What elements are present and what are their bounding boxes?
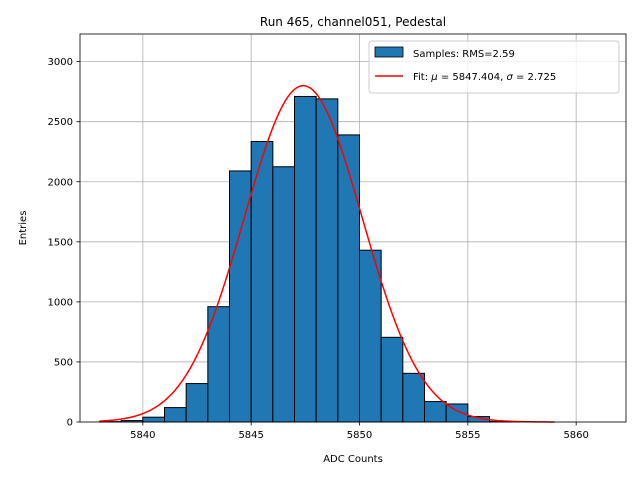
legend-fit-sigma-value: = 2.725 — [513, 72, 556, 83]
histogram-bar — [229, 170, 252, 423]
gaussian-fit-curve — [99, 84, 555, 423]
histogram-bar — [337, 134, 361, 423]
x-tick-label: 5860 — [563, 430, 588, 441]
y-tick-label: 1500 — [48, 237, 73, 248]
y-tick-label: 2000 — [48, 177, 73, 188]
histogram-bar — [272, 166, 296, 423]
histogram-bar — [142, 416, 165, 423]
legend-label-fit: Fit: μ = 5847.404, σ = 2.725 — [413, 72, 556, 83]
legend-fit-sigma-symbol: σ — [506, 72, 513, 83]
histogram-bar — [185, 383, 209, 423]
x-tick-label: 5845 — [238, 430, 263, 441]
axis-ticks: 5840 5845 5850 5855 5860 0 500 1000 1500 2000 2500… — [48, 57, 589, 441]
x-tick-label: 5840 — [130, 430, 155, 441]
histogram-bar — [424, 401, 447, 423]
x-tick-label: 5850 — [347, 430, 372, 441]
x-axis-label: ADC Counts — [323, 454, 383, 465]
y-axis-label: Entries — [18, 211, 29, 246]
legend-box — [368, 40, 620, 94]
histogram-bar — [294, 95, 317, 423]
histogram-bars — [99, 95, 512, 423]
histogram-bar — [380, 336, 404, 423]
histogram-bar — [164, 407, 187, 423]
y-tick-label: 3000 — [48, 57, 73, 68]
legend-fit-mu-value: = 5847.404, — [438, 72, 507, 83]
legend-patch-samples — [374, 46, 404, 58]
chart-title: Run 465, channel051, Pedestal — [260, 15, 446, 29]
legend-fit-mu-symbol: μ — [430, 72, 437, 83]
legend-fit-prefix: Fit: — [413, 72, 431, 83]
x-tick-label: 5855 — [455, 430, 480, 441]
plot-frame — [79, 33, 627, 423]
histogram-bar — [402, 372, 426, 423]
legend: Samples: RMS=2.59 Fit: μ = 5847.404, σ =… — [368, 40, 620, 94]
legend-label-samples: Samples: RMS=2.59 — [413, 49, 515, 60]
histogram-bar — [315, 98, 339, 423]
histogram-bar — [359, 249, 382, 423]
y-tick-label: 500 — [54, 357, 73, 368]
y-tick-label: 1000 — [48, 297, 73, 308]
y-tick-label: 2500 — [48, 117, 73, 128]
y-tick-label: 0 — [67, 418, 73, 429]
